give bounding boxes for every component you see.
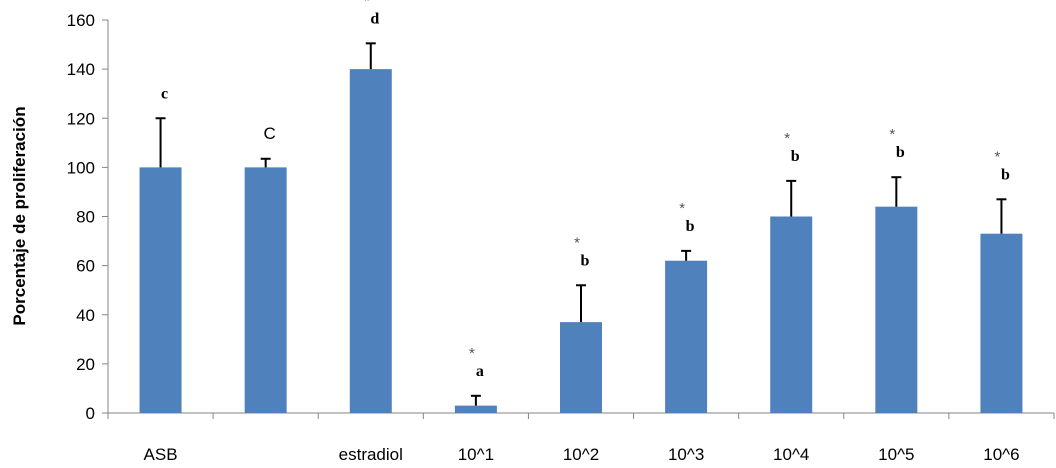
y-tick-label: 100 xyxy=(67,158,95,177)
group-letter: C xyxy=(264,124,276,143)
bar xyxy=(560,322,602,413)
bar xyxy=(665,260,708,413)
y-tick-label: 60 xyxy=(76,257,95,276)
significance-star: * xyxy=(784,130,790,147)
significance-star: * xyxy=(364,0,370,9)
error-bars xyxy=(155,42,1007,406)
bar xyxy=(454,405,497,413)
bar xyxy=(980,233,1023,413)
y-tick-label: 160 xyxy=(67,11,95,30)
group-letter: b xyxy=(896,144,905,161)
group-letter: b xyxy=(686,218,695,235)
bar xyxy=(875,206,918,413)
x-tick-label: ASB xyxy=(144,445,178,464)
annotations: cC*d*a*b*b*b*b *b xyxy=(161,0,1010,380)
x-tick-labels: ASB estradiol 10^1 10^2 10^3 10^4 10^5 10^6 xyxy=(144,445,1020,464)
group-letter: c xyxy=(161,85,168,102)
x-tick-label: 10^6 xyxy=(983,445,1019,464)
y-tick-label: 140 xyxy=(67,60,95,79)
y-tick-label: 0 xyxy=(86,404,95,423)
y-tick-label: 20 xyxy=(76,355,95,374)
x-tick-label: 10^1 xyxy=(458,445,494,464)
y-tick-label: 120 xyxy=(67,109,95,128)
group-letter: b xyxy=(1001,166,1010,183)
y-tick-label: 80 xyxy=(76,208,95,227)
group-letter: b xyxy=(791,148,800,165)
significance-star: * xyxy=(469,345,475,362)
y-axis-label: Porcentaje de proliferación xyxy=(10,106,29,325)
x-tick-label: 10^5 xyxy=(878,445,914,464)
bar xyxy=(349,69,392,413)
group-letter: a xyxy=(476,363,484,380)
bar xyxy=(770,216,813,413)
x-tick-label: 10^2 xyxy=(563,445,599,464)
bars xyxy=(139,69,1023,413)
y-tick-label: 40 xyxy=(76,306,95,325)
group-letter: b xyxy=(581,252,590,269)
significance-star: * xyxy=(995,148,1001,165)
bar xyxy=(139,167,182,413)
x-tick-label: 10^3 xyxy=(668,445,704,464)
bar xyxy=(244,167,287,413)
x-tick-label: 10^4 xyxy=(773,445,809,464)
axes: 0 20 40 60 80 100 120 140 160 xyxy=(67,11,1055,423)
x-tick-label: estradiol xyxy=(339,445,403,464)
group-letter: d xyxy=(370,10,379,27)
significance-star: * xyxy=(574,234,580,251)
significance-star: * xyxy=(889,126,895,143)
significance-star: * xyxy=(679,200,685,217)
